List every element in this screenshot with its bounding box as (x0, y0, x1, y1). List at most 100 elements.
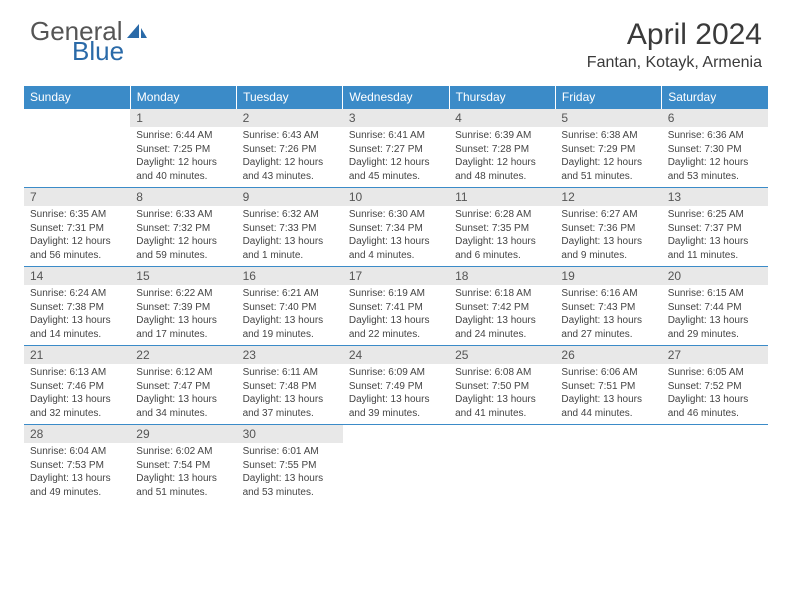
daylight-text: Daylight: 13 hours and 19 minutes. (243, 314, 337, 341)
sunset-text: Sunset: 7:32 PM (136, 222, 230, 236)
day-cell: Sunrise: 6:41 AMSunset: 7:27 PMDaylight:… (343, 127, 449, 188)
sunrise-text: Sunrise: 6:06 AM (561, 366, 655, 380)
daylight-text: Daylight: 13 hours and 22 minutes. (349, 314, 443, 341)
day-number: 9 (237, 188, 343, 207)
calendar-table: SundayMondayTuesdayWednesdayThursdayFrid… (24, 86, 768, 503)
daylight-text: Daylight: 12 hours and 48 minutes. (455, 156, 549, 183)
weekday-header: Thursday (449, 86, 555, 109)
day-number-row: 78910111213 (24, 188, 768, 207)
sunrise-text: Sunrise: 6:24 AM (30, 287, 124, 301)
daylight-text: Daylight: 13 hours and 34 minutes. (136, 393, 230, 420)
day-number: 16 (237, 267, 343, 286)
sunrise-text: Sunrise: 6:08 AM (455, 366, 549, 380)
day-number: 24 (343, 346, 449, 365)
daylight-text: Daylight: 13 hours and 27 minutes. (561, 314, 655, 341)
sunrise-text: Sunrise: 6:13 AM (30, 366, 124, 380)
day-cell: Sunrise: 6:33 AMSunset: 7:32 PMDaylight:… (130, 206, 236, 267)
day-cell: Sunrise: 6:25 AMSunset: 7:37 PMDaylight:… (662, 206, 768, 267)
sunrise-text: Sunrise: 6:05 AM (668, 366, 762, 380)
daylight-text: Daylight: 13 hours and 4 minutes. (349, 235, 443, 262)
weekday-header: Wednesday (343, 86, 449, 109)
sunrise-text: Sunrise: 6:18 AM (455, 287, 549, 301)
header: GeneralBlue April 2024 Fantan, Kotayk, A… (0, 0, 792, 80)
sunrise-text: Sunrise: 6:09 AM (349, 366, 443, 380)
sunset-text: Sunset: 7:37 PM (668, 222, 762, 236)
day-cell: Sunrise: 6:28 AMSunset: 7:35 PMDaylight:… (449, 206, 555, 267)
sunset-text: Sunset: 7:34 PM (349, 222, 443, 236)
day-cell: Sunrise: 6:02 AMSunset: 7:54 PMDaylight:… (130, 443, 236, 503)
day-number: 25 (449, 346, 555, 365)
day-cell: Sunrise: 6:15 AMSunset: 7:44 PMDaylight:… (662, 285, 768, 346)
day-number: 1 (130, 109, 236, 128)
day-number (343, 425, 449, 444)
weekday-header: Sunday (24, 86, 130, 109)
daylight-text: Daylight: 12 hours and 56 minutes. (30, 235, 124, 262)
day-number: 3 (343, 109, 449, 128)
day-number (662, 425, 768, 444)
daylight-text: Daylight: 13 hours and 11 minutes. (668, 235, 762, 262)
sunrise-text: Sunrise: 6:12 AM (136, 366, 230, 380)
weekday-header: Friday (555, 86, 661, 109)
day-cell: Sunrise: 6:08 AMSunset: 7:50 PMDaylight:… (449, 364, 555, 425)
month-title: April 2024 (587, 18, 762, 52)
weekday-header-row: SundayMondayTuesdayWednesdayThursdayFrid… (24, 86, 768, 109)
sunrise-text: Sunrise: 6:38 AM (561, 129, 655, 143)
day-number: 10 (343, 188, 449, 207)
day-cell (449, 443, 555, 503)
day-number (555, 425, 661, 444)
sunset-text: Sunset: 7:51 PM (561, 380, 655, 394)
sunset-text: Sunset: 7:43 PM (561, 301, 655, 315)
sunset-text: Sunset: 7:30 PM (668, 143, 762, 157)
day-number: 28 (24, 425, 130, 444)
day-number-row: 14151617181920 (24, 267, 768, 286)
sunrise-text: Sunrise: 6:21 AM (243, 287, 337, 301)
daylight-text: Daylight: 13 hours and 53 minutes. (243, 472, 337, 499)
day-cell (555, 443, 661, 503)
daylight-text: Daylight: 13 hours and 17 minutes. (136, 314, 230, 341)
day-number: 17 (343, 267, 449, 286)
sunrise-text: Sunrise: 6:32 AM (243, 208, 337, 222)
day-body-row: Sunrise: 6:35 AMSunset: 7:31 PMDaylight:… (24, 206, 768, 267)
sunset-text: Sunset: 7:25 PM (136, 143, 230, 157)
sunset-text: Sunset: 7:28 PM (455, 143, 549, 157)
daylight-text: Daylight: 13 hours and 39 minutes. (349, 393, 443, 420)
day-number: 29 (130, 425, 236, 444)
day-body-row: Sunrise: 6:44 AMSunset: 7:25 PMDaylight:… (24, 127, 768, 188)
weekday-header: Tuesday (237, 86, 343, 109)
daylight-text: Daylight: 12 hours and 43 minutes. (243, 156, 337, 183)
sunrise-text: Sunrise: 6:16 AM (561, 287, 655, 301)
logo: GeneralBlue (30, 18, 151, 64)
sunrise-text: Sunrise: 6:04 AM (30, 445, 124, 459)
sunset-text: Sunset: 7:29 PM (561, 143, 655, 157)
day-number: 19 (555, 267, 661, 286)
sunset-text: Sunset: 7:53 PM (30, 459, 124, 473)
day-number: 30 (237, 425, 343, 444)
day-body-row: Sunrise: 6:13 AMSunset: 7:46 PMDaylight:… (24, 364, 768, 425)
daylight-text: Daylight: 12 hours and 40 minutes. (136, 156, 230, 183)
day-number: 23 (237, 346, 343, 365)
day-number-row: 21222324252627 (24, 346, 768, 365)
sunrise-text: Sunrise: 6:28 AM (455, 208, 549, 222)
day-cell: Sunrise: 6:32 AMSunset: 7:33 PMDaylight:… (237, 206, 343, 267)
daylight-text: Daylight: 13 hours and 37 minutes. (243, 393, 337, 420)
sunrise-text: Sunrise: 6:36 AM (668, 129, 762, 143)
day-cell: Sunrise: 6:44 AMSunset: 7:25 PMDaylight:… (130, 127, 236, 188)
day-number: 20 (662, 267, 768, 286)
day-number-row: 282930 (24, 425, 768, 444)
day-cell: Sunrise: 6:18 AMSunset: 7:42 PMDaylight:… (449, 285, 555, 346)
day-cell: Sunrise: 6:11 AMSunset: 7:48 PMDaylight:… (237, 364, 343, 425)
sunrise-text: Sunrise: 6:01 AM (243, 445, 337, 459)
daylight-text: Daylight: 13 hours and 14 minutes. (30, 314, 124, 341)
day-number: 7 (24, 188, 130, 207)
day-number: 14 (24, 267, 130, 286)
daylight-text: Daylight: 13 hours and 6 minutes. (455, 235, 549, 262)
day-cell: Sunrise: 6:05 AMSunset: 7:52 PMDaylight:… (662, 364, 768, 425)
sunset-text: Sunset: 7:54 PM (136, 459, 230, 473)
daylight-text: Daylight: 13 hours and 29 minutes. (668, 314, 762, 341)
daylight-text: Daylight: 13 hours and 32 minutes. (30, 393, 124, 420)
sunset-text: Sunset: 7:52 PM (668, 380, 762, 394)
day-cell: Sunrise: 6:39 AMSunset: 7:28 PMDaylight:… (449, 127, 555, 188)
day-cell: Sunrise: 6:22 AMSunset: 7:39 PMDaylight:… (130, 285, 236, 346)
title-block: April 2024 Fantan, Kotayk, Armenia (587, 18, 762, 72)
sunrise-text: Sunrise: 6:19 AM (349, 287, 443, 301)
